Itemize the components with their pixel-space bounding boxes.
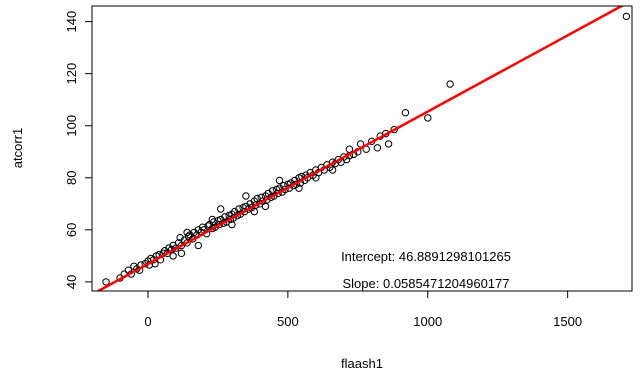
data-point [384, 140, 393, 148]
data-point [446, 80, 454, 88]
x-tick-label: 1500 [553, 314, 582, 329]
x-tick-label: 0 [144, 314, 151, 329]
data-point [275, 176, 284, 185]
data-point [217, 205, 225, 213]
regression-line [95, 6, 625, 291]
data-point [373, 144, 382, 152]
data-point [295, 184, 303, 192]
data-point [228, 220, 236, 229]
y-tick-label: 60 [64, 223, 79, 237]
y-tick-label: 120 [64, 63, 79, 85]
data-point [194, 241, 203, 250]
y-axis-label: atcorr1 [10, 128, 25, 168]
data-point [274, 189, 282, 198]
data-point [345, 145, 354, 153]
x-tick-label: 500 [277, 314, 299, 329]
data-point [312, 174, 320, 182]
data-point [424, 114, 432, 122]
y-tick-label: 140 [64, 11, 79, 33]
data-point [401, 109, 410, 117]
x-axis-label: flaash1 [341, 356, 383, 371]
y-axis: 40 60 80 100 120 140 [64, 11, 93, 289]
intercept-annotation: Intercept: 46.8891298101265 [341, 249, 511, 264]
data-point [390, 125, 398, 134]
slope-annotation: Slope: 0.0585471204960177 [343, 276, 510, 291]
data-point [208, 215, 217, 224]
data-point [622, 12, 631, 21]
data-point [169, 252, 177, 260]
y-tick-label: 80 [64, 171, 79, 185]
x-axis: 0 500 1000 1500 [144, 290, 582, 329]
data-point [183, 228, 191, 237]
data-point [242, 192, 250, 200]
data-point [102, 278, 110, 286]
x-tick-label: 1000 [413, 314, 442, 329]
data-point [177, 249, 186, 258]
y-tick-label: 40 [64, 275, 79, 289]
data-point [328, 166, 337, 174]
data-point [261, 202, 270, 211]
y-tick-label: 100 [64, 115, 79, 137]
data-point [250, 207, 259, 216]
